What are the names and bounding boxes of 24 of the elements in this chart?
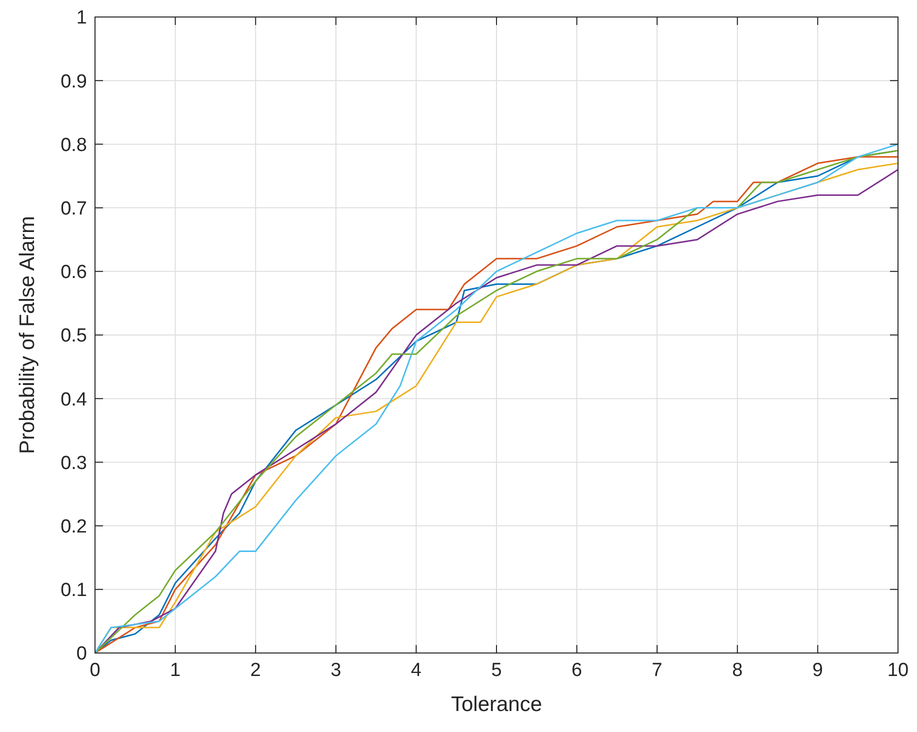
x-axis-title: Tolerance — [450, 693, 542, 716]
y-tick-label: 0.9 — [60, 71, 87, 92]
x-tick-label: 8 — [732, 660, 743, 681]
y-tick-label: 0.1 — [60, 580, 87, 602]
x-tick-label: 5 — [491, 660, 502, 681]
y-axis-title: Probability of False Alarm — [16, 216, 39, 454]
y-tick-label: 0.3 — [60, 452, 87, 474]
y-tick-label: 0.2 — [60, 516, 87, 538]
x-tick-label: 2 — [250, 660, 261, 681]
x-tick-label: 0 — [90, 660, 100, 681]
x-tick-label: 4 — [410, 660, 422, 681]
y-tick-label: 0 — [76, 644, 87, 665]
y-tick-label: 0.6 — [60, 262, 87, 284]
y-tick-label: 0.7 — [60, 198, 87, 220]
x-tick-label: 10 — [887, 660, 909, 681]
y-tick-label: 0.8 — [60, 134, 87, 156]
x-tick-label: 6 — [572, 660, 582, 681]
y-tick-label: 0.4 — [60, 389, 88, 410]
x-tick-label: 1 — [170, 660, 181, 681]
x-tick-label: 9 — [812, 660, 823, 681]
x-tick-label: 7 — [652, 660, 662, 681]
y-tick-label: 1 — [76, 8, 87, 29]
x-tick-label: 3 — [330, 660, 342, 681]
y-tick-label: 0.5 — [60, 326, 87, 347]
